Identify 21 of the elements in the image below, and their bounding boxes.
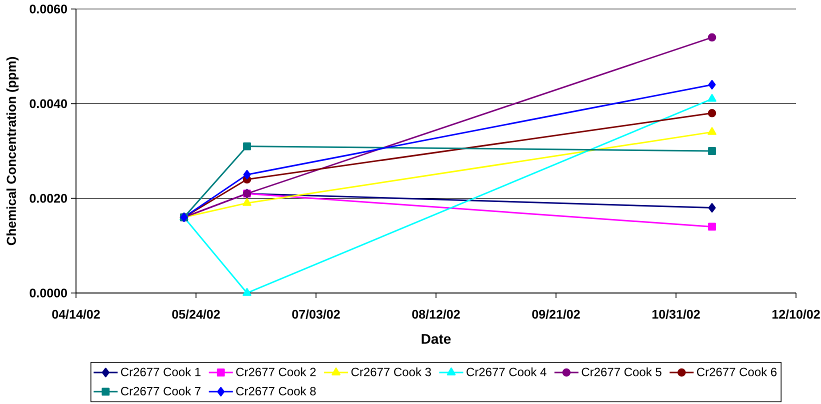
legend-label: Cr2677 Cook 2 xyxy=(236,367,316,376)
x-tick-label: 12/10/02 xyxy=(772,310,820,319)
y-tick-label: 0.0040 xyxy=(30,99,67,108)
x-tick-label: 05/24/02 xyxy=(172,310,220,319)
legend-label: Cr2677 Cook 4 xyxy=(466,367,546,376)
y-tick-label: 0.0000 xyxy=(30,288,67,298)
legend-label: Cr2677 Cook 1 xyxy=(121,367,201,376)
legend-label: Cr2677 Cook 6 xyxy=(697,367,777,376)
x-tick-label: 09/21/02 xyxy=(532,310,580,319)
y-tick-label: 0.0020 xyxy=(30,194,67,203)
x-tick-label: 08/12/02 xyxy=(412,310,460,319)
x-axis-title: Date xyxy=(422,334,451,344)
x-tick-label: 10/31/02 xyxy=(652,310,700,319)
legend-label: Cr2677 Cook 8 xyxy=(236,386,316,396)
y-tick-label: 0.0060 xyxy=(30,4,67,14)
legend-label: Cr2677 Cook 7 xyxy=(121,386,200,396)
y-axis-title: Chemical Concentration (ppm) xyxy=(6,57,19,246)
x-tick-label: 04/14/02 xyxy=(52,310,100,319)
legend-label: Cr2677 Cook 5 xyxy=(582,367,662,376)
legend-label: Cr2677 Cook 3 xyxy=(351,367,431,376)
x-tick-label: 07/03/02 xyxy=(292,310,340,319)
